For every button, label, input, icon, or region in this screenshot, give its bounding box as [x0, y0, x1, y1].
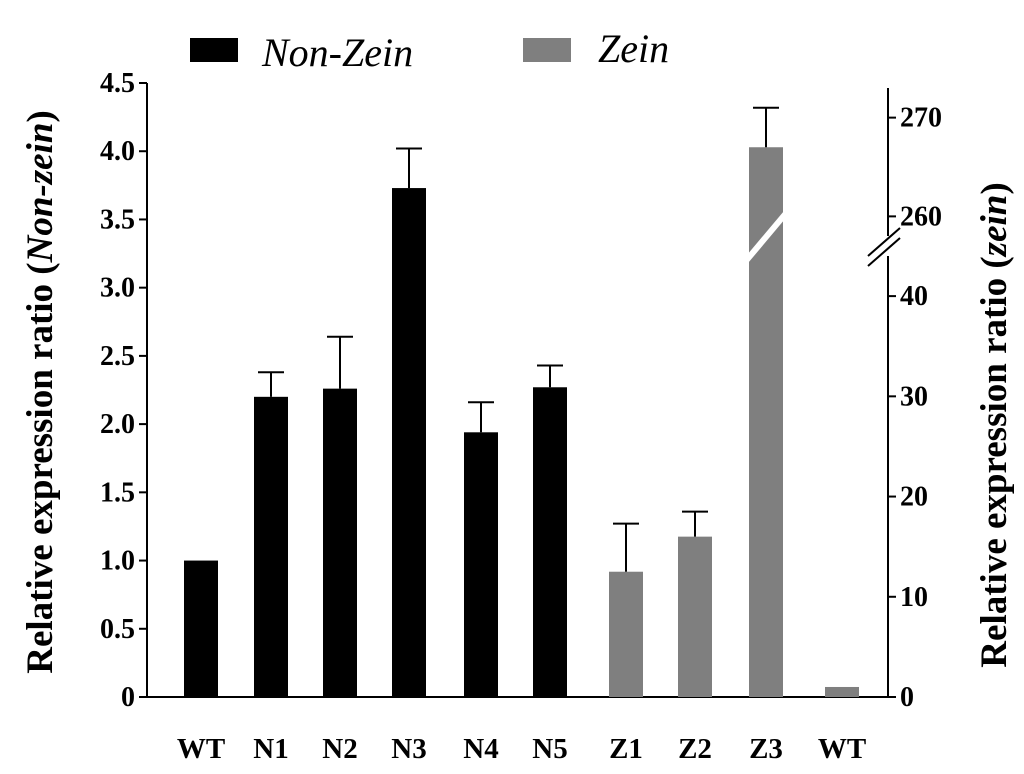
- bar-non-zein: [533, 387, 567, 697]
- right-axis-title-italic: zein: [974, 195, 1015, 259]
- bar-non-zein: [464, 432, 498, 697]
- right-axis-break-mark-1: [867, 227, 901, 257]
- legend: Non-Zein Zein: [190, 26, 669, 75]
- category-label: N1: [253, 733, 288, 765]
- bar-zein: [825, 686, 859, 697]
- right-tick-label: 40: [900, 281, 928, 312]
- left-tick-label: 4.5: [100, 68, 135, 99]
- category-label: Z2: [678, 733, 712, 765]
- legend-label-zein: Zein: [598, 26, 669, 71]
- legend-label-non-zein: Non-Zein: [261, 30, 413, 75]
- bar-non-zein: [323, 388, 357, 697]
- left-tick-label: 4.0: [100, 136, 135, 167]
- left-tick-label: 3.0: [100, 273, 135, 304]
- legend-swatch-non-zein: [190, 38, 238, 62]
- category-label: Z3: [749, 733, 783, 765]
- left-axis-title-italic: Non-zein: [20, 123, 61, 264]
- left-tick-label: 2.5: [100, 341, 135, 372]
- category-labels: WT N1 N2 N3 N4 N5 Z1 Z2 Z3 WT: [177, 733, 866, 765]
- left-axis-title-suffix: ): [20, 110, 61, 122]
- bar-non-zein: [254, 396, 288, 697]
- right-tick-label: 260: [900, 201, 942, 232]
- left-tick-label: 3.5: [100, 204, 135, 235]
- bar-zein: [678, 536, 712, 697]
- category-label: Z1: [609, 733, 643, 765]
- right-tick-label: 0: [900, 682, 914, 713]
- bar-non-zein: [392, 188, 426, 697]
- left-tick-label: 0: [121, 682, 135, 713]
- category-label: N2: [322, 733, 357, 765]
- left-axis-title-prefix: Relative expression ratio (: [20, 262, 61, 673]
- category-label: N3: [391, 733, 426, 765]
- right-axis-title: Relative expression ratio (zein): [974, 182, 1015, 667]
- error-bars: [258, 106, 779, 572]
- left-tick-label: 1.5: [100, 477, 135, 508]
- right-tick-label: 20: [900, 482, 928, 513]
- bar-break-mark: [742, 210, 790, 264]
- left-tick-label: 2.0: [100, 409, 135, 440]
- category-label: WT: [177, 733, 225, 765]
- right-axis-break-mark-2: [867, 237, 901, 267]
- left-tick-label: 0.5: [100, 614, 135, 645]
- category-label: N5: [532, 733, 567, 765]
- right-tick-label: 270: [900, 103, 942, 134]
- right-tick-label: 30: [900, 381, 928, 412]
- left-tick-label: 1.0: [100, 546, 135, 577]
- left-axis-ticks: 0 0.5 1.0 1.5 2.0 2.5 3.0 3.5 4.0 4.5: [100, 68, 147, 713]
- left-axis-title: Relative expression ratio (Non-zein): [20, 110, 61, 674]
- bar-zein: [609, 571, 643, 697]
- category-label: N4: [463, 733, 498, 765]
- bars: [184, 147, 859, 697]
- category-label: WT: [818, 733, 866, 765]
- right-tick-label: 10: [900, 582, 928, 613]
- right-axis-ticks: 0 10 20 30 40 260 270: [888, 103, 942, 713]
- bar-zein: [749, 147, 783, 697]
- bar-non-zein: [184, 560, 218, 697]
- legend-swatch-zein: [523, 38, 571, 62]
- right-axis-title-prefix: Relative expression ratio (: [974, 256, 1015, 667]
- right-axis-title-suffix: ): [974, 182, 1015, 194]
